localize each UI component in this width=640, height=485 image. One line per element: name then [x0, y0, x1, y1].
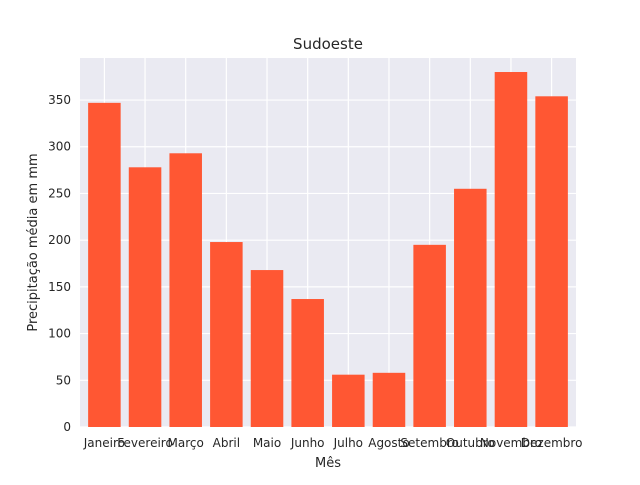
y-axis-label: Precipitação média em mm	[26, 153, 41, 331]
x-tick-label-fevereiro: Fevereiro	[117, 436, 173, 450]
bars	[88, 72, 568, 427]
y-tick-label: 200	[48, 233, 71, 247]
x-tick-label-janeiro: Janeiro	[83, 436, 125, 450]
y-tick-label: 150	[48, 280, 71, 294]
bar-novembro	[494, 72, 528, 427]
x-tick-label-novembro: Novembro	[480, 436, 542, 450]
x-tick-label-dezembro: Dezembro	[521, 436, 583, 450]
bar-fevereiro	[128, 167, 162, 427]
bar-outubro	[454, 188, 487, 427]
x-tick-label-junho: Junho	[290, 436, 325, 450]
x-tick-label-maio: Maio	[253, 436, 281, 450]
bar-abril	[210, 242, 243, 427]
bar-maio	[250, 270, 284, 427]
x-tick-label-abril: Abril	[213, 436, 240, 450]
x-tick-label-outubro: Outubro	[446, 436, 495, 450]
y-tick-label: 350	[48, 93, 71, 107]
bar-dezembro	[535, 96, 568, 427]
x-tick-label-julho: Julho	[333, 436, 363, 450]
y-tick-label: 300	[48, 140, 71, 154]
x-tick-label-agosto: Agosto	[368, 436, 409, 450]
x-axis-label: Mês	[315, 456, 341, 471]
y-tick-label: 0	[63, 420, 71, 434]
y-tick-label: 250	[48, 186, 71, 200]
plot-background	[80, 58, 576, 427]
y-tick-label: 50	[56, 373, 71, 387]
x-tick-label-março: Março	[168, 436, 204, 450]
bar-agosto	[372, 372, 406, 427]
bar-setembro	[413, 244, 446, 427]
y-tick-label: 100	[48, 327, 71, 341]
bar-junho	[291, 299, 324, 427]
bar-janeiro	[88, 102, 121, 427]
bar-julho	[332, 374, 365, 427]
bar-março	[169, 153, 202, 427]
y-tick-labels: 0 50 100 150 200 250 300 350	[48, 93, 71, 434]
chart-title: Sudoeste	[293, 35, 363, 53]
x-tick-label-setembro: Setembro	[400, 436, 458, 450]
